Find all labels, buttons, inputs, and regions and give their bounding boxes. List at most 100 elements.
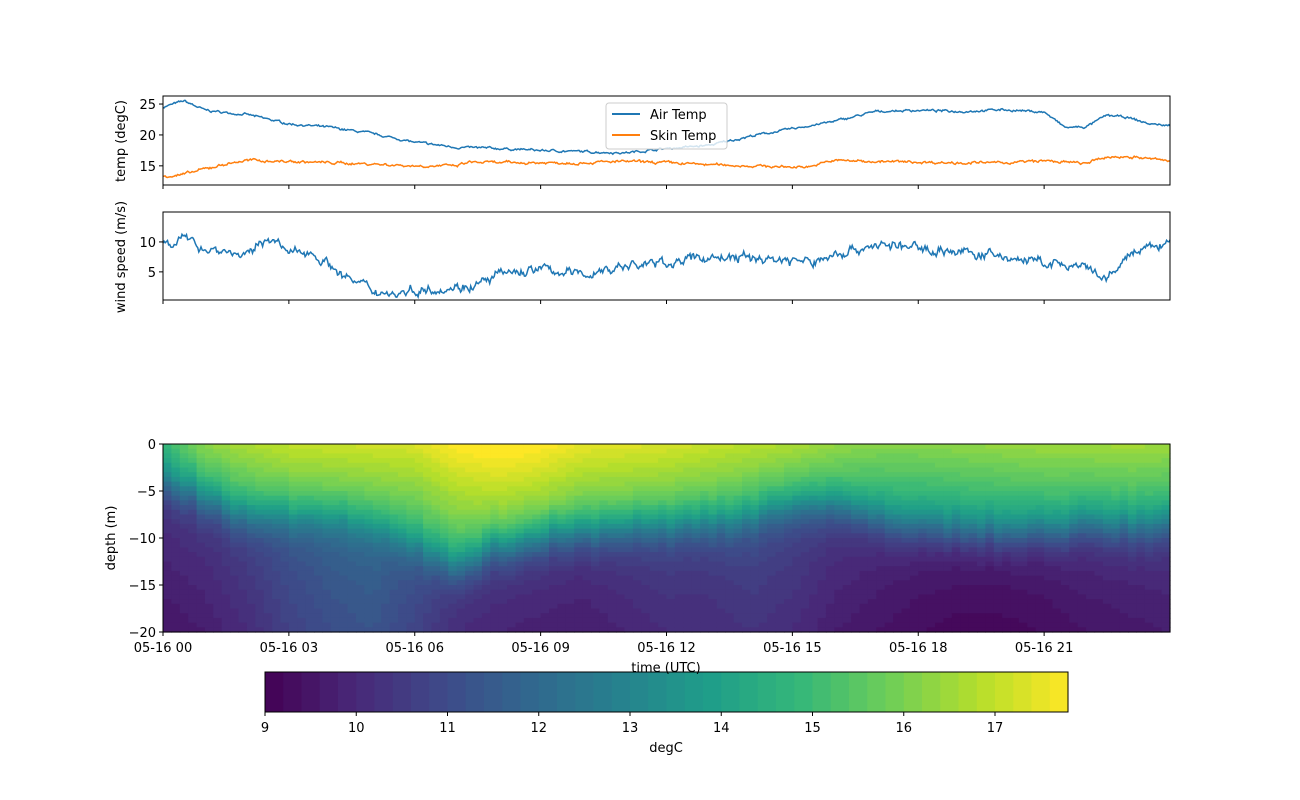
heatmap-cell	[591, 476, 600, 483]
heatmap-cell	[330, 585, 340, 591]
heatmap-cell	[1161, 627, 1171, 633]
heatmap-cell	[515, 613, 525, 619]
heatmap-cell	[498, 533, 508, 539]
heatmap-cell	[842, 617, 852, 624]
heatmap-cell	[842, 444, 852, 450]
heatmap-cell	[1094, 458, 1104, 464]
heatmap-cell	[876, 528, 886, 534]
heatmap-cell	[716, 486, 726, 492]
heatmap-cell	[423, 594, 433, 600]
heatmap-cell	[842, 538, 852, 544]
heatmap-cell	[439, 533, 449, 539]
heatmap-cell	[1010, 556, 1020, 563]
heatmap-cell	[490, 622, 500, 628]
heatmap-cell	[356, 491, 365, 497]
heatmap-cell	[951, 458, 961, 464]
heatmap-cell	[683, 467, 693, 473]
heatmap-cell	[716, 448, 726, 454]
heatmap-cell	[834, 519, 844, 525]
heatmap-cell	[809, 613, 819, 619]
heatmap-cell	[448, 570, 458, 577]
heatmap-cell	[347, 627, 357, 633]
heatmap-cell	[230, 594, 240, 600]
heatmap-cell	[481, 509, 491, 516]
heatmap-cell	[767, 538, 777, 544]
y-tick-label: −10	[129, 532, 156, 547]
heatmap-cell	[196, 467, 206, 473]
heatmap-cell	[347, 458, 357, 464]
heatmap-cell	[1052, 585, 1062, 591]
heatmap-cell	[641, 542, 651, 548]
heatmap-cell	[1044, 458, 1054, 464]
heatmap-cell	[372, 472, 382, 478]
heatmap-cell	[356, 608, 365, 614]
heatmap-cell	[792, 556, 802, 563]
heatmap-cell	[255, 462, 265, 469]
heatmap-cell	[767, 542, 777, 548]
heatmap-cell	[725, 617, 735, 624]
heatmap-cell	[439, 617, 449, 624]
heatmap-cell	[800, 603, 810, 610]
heatmap-cell	[456, 495, 466, 501]
heatmap-cell	[1102, 627, 1112, 633]
heatmap-cell	[213, 617, 223, 624]
heatmap-cell	[381, 509, 391, 516]
heatmap-cell	[171, 444, 181, 450]
heatmap-cell	[1119, 500, 1129, 506]
heatmap-cell	[263, 566, 273, 572]
heatmap-cell	[817, 575, 827, 581]
heatmap-cell	[943, 448, 953, 454]
heatmap-cell	[389, 556, 399, 563]
heatmap-cell	[347, 476, 357, 483]
heatmap-cell	[767, 608, 777, 614]
heatmap-cell	[490, 585, 500, 591]
heatmap-cell	[1161, 509, 1171, 516]
heatmap-cell	[448, 589, 458, 595]
heatmap-cell	[557, 552, 567, 558]
heatmap-cell	[1111, 467, 1121, 473]
heatmap-cell	[305, 594, 315, 600]
heatmap-cell	[658, 570, 668, 577]
heatmap-cell	[532, 448, 542, 454]
heatmap-cell	[507, 444, 517, 450]
heatmap-cell	[297, 476, 307, 483]
heatmap-cell	[465, 458, 475, 464]
heatmap-cell	[977, 552, 986, 558]
heatmap-cell	[372, 538, 382, 544]
heatmap-cell	[473, 599, 483, 605]
heatmap-cell	[1077, 528, 1087, 534]
heatmap-cell	[851, 481, 861, 487]
x-tick-label: 05-16 09	[511, 641, 569, 656]
heatmap-cell	[733, 500, 743, 506]
heatmap-cell	[893, 444, 903, 450]
heatmap-cell	[238, 505, 248, 511]
heatmap-cell	[993, 617, 1003, 624]
heatmap-cell	[825, 608, 835, 614]
heatmap-cell	[750, 552, 760, 558]
heatmap-cell	[951, 552, 961, 558]
heatmap-cell	[784, 556, 793, 563]
heatmap-cell	[691, 514, 701, 520]
heatmap-cell	[800, 561, 810, 567]
heatmap-cell	[574, 599, 584, 605]
heatmap-cell	[825, 453, 835, 459]
heatmap-cell	[1102, 491, 1112, 497]
heatmap-cell	[993, 528, 1003, 534]
heatmap-cell	[398, 603, 407, 610]
heatmap-cell	[398, 519, 407, 525]
heatmap-cell	[800, 622, 810, 628]
heatmap-cell	[918, 519, 928, 525]
heatmap-cell	[431, 505, 441, 511]
heatmap-cell	[263, 547, 273, 553]
heatmap-cell	[607, 552, 617, 558]
heatmap-cell	[272, 523, 282, 530]
heatmap-cell	[221, 561, 231, 567]
heatmap-cell	[758, 627, 768, 633]
heatmap-cell	[993, 509, 1003, 516]
heatmap-cell	[792, 599, 802, 605]
heatmap-cell	[977, 617, 986, 624]
heatmap-cell	[1161, 533, 1171, 539]
heatmap-cell	[330, 627, 340, 633]
heatmap-cell	[624, 617, 634, 624]
